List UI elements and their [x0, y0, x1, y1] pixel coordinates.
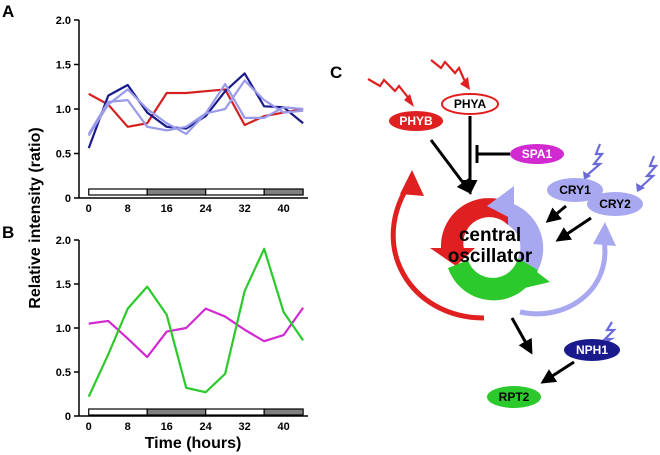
chart-b-y-tick-label: 0.5 — [56, 367, 71, 379]
chart-a-x-tick-label: 0 — [86, 203, 92, 215]
chart-b: 0 0.5 1.0 1.5 2.0 0 8 16 24 32 40 — [56, 235, 308, 433]
red-light-icon — [367, 78, 414, 107]
oscillator-label-line2: oscillator — [448, 246, 533, 267]
x-axis-title: Time (hours) — [145, 435, 242, 452]
node-nph1: NPH1 — [564, 339, 620, 361]
node-phyb-label: PHYB — [399, 114, 433, 128]
arrow-phyb-to-oscillator — [429, 139, 472, 195]
oscillator-arrowhead-green — [516, 262, 550, 290]
blue-light-icon — [636, 155, 659, 192]
panel-label-a: A — [2, 2, 14, 21]
node-rpt2-label: RPT2 — [499, 390, 530, 404]
chart-b-y-tick-label: 2.0 — [56, 235, 71, 247]
chart-a-y-tick-label: 0.5 — [56, 149, 71, 161]
node-cry1: CRY1 — [547, 178, 603, 202]
chart-a-x-tick-label: 8 — [125, 203, 131, 215]
chart-a-y-tick-label: 0 — [65, 193, 71, 205]
oscillator-label-line1: central — [459, 225, 521, 246]
y-axis-title: Relative intensity (ratio) — [27, 127, 44, 308]
chart-a-dark-period — [263, 188, 304, 196]
chart-a: 0 0.5 1.0 1.5 2.0 0 8 16 24 32 40 — [56, 15, 308, 215]
chart-a-light-period — [205, 188, 265, 196]
arrow-nph1-to-rpt2 — [540, 360, 575, 384]
node-phya-label: PHYA — [454, 97, 487, 111]
node-cry2-label: CRY2 — [599, 197, 631, 211]
red-feedback-arrowhead — [400, 170, 424, 196]
node-cry1-label: CRY1 — [559, 183, 591, 197]
chart-b-dark-period — [263, 408, 304, 416]
chart-b-series-2-line — [87, 247, 305, 398]
chart-a-y-tick-label: 2.0 — [56, 15, 71, 27]
blue-light-icon — [583, 143, 605, 180]
chart-a-light-period — [88, 188, 148, 196]
chart-b-light-period — [88, 408, 148, 416]
chart-a-y-tick-label: 1.0 — [56, 104, 71, 116]
oscillator-arrowhead-purple — [487, 186, 514, 220]
chart-a-x-tick-label: 40 — [278, 203, 290, 215]
node-spa1-label: SPA1 — [522, 147, 553, 161]
purple-feedback-arrow — [519, 239, 608, 317]
chart-a-series-2-line — [87, 72, 304, 149]
oscillator-segment-purple — [508, 202, 544, 270]
arrow-cry2-to-oscillator — [555, 216, 592, 242]
chart-b-y-tick-label: 1.5 — [56, 279, 71, 291]
oscillator-arrowhead-red — [430, 248, 475, 266]
chart-a-dark-period — [146, 188, 207, 196]
panel-label-c: C — [330, 63, 342, 82]
central-oscillator: central oscillator — [430, 186, 550, 301]
oscillator-segment-green — [448, 258, 538, 301]
chart-b-y-tick-label: 1.0 — [56, 323, 71, 335]
chart-a-x-tick-label: 24 — [200, 203, 213, 215]
node-cry2: CRY2 — [587, 192, 643, 216]
chart-b-x-tick-label: 0 — [86, 421, 92, 433]
chart-a-x-tick-label: 16 — [161, 203, 173, 215]
pathway-diagram: central oscillator — [367, 59, 659, 408]
chart-b-dark-period — [146, 408, 207, 416]
chart-b-x-tick-label: 32 — [239, 421, 251, 433]
oscillator-segment-red — [440, 198, 508, 249]
chart-b-light-period — [205, 408, 265, 416]
chart-b-x-tick-label: 40 — [278, 421, 290, 433]
chart-b-x-tick-label: 24 — [200, 421, 213, 433]
chart-a-x-tick-label: 32 — [239, 203, 251, 215]
chart-a-y-tick-label: 1.5 — [56, 60, 71, 72]
chart-b-y-tick-label: 0 — [65, 411, 71, 423]
chart-b-x-tick-label: 8 — [125, 421, 131, 433]
red-light-icon — [430, 59, 470, 90]
panel-label-b: B — [2, 223, 14, 242]
node-phyb: PHYB — [389, 111, 443, 131]
node-phya: PHYA — [441, 93, 499, 115]
chart-b-series-1-line — [88, 307, 305, 359]
purple-feedback-arrowhead — [593, 222, 616, 246]
chart-a-series-4-line — [87, 82, 304, 135]
node-nph1-label: NPH1 — [576, 343, 608, 357]
node-rpt2: RPT2 — [487, 386, 541, 408]
chart-b-x-tick-label: 16 — [161, 421, 173, 433]
arrow-oscillator-to-output — [510, 317, 533, 355]
arrow-cry1-to-oscillator — [545, 204, 567, 223]
node-spa1: SPA1 — [510, 144, 564, 164]
red-feedback-arrow — [390, 178, 485, 321]
chart-a-series-3-line — [87, 79, 304, 137]
